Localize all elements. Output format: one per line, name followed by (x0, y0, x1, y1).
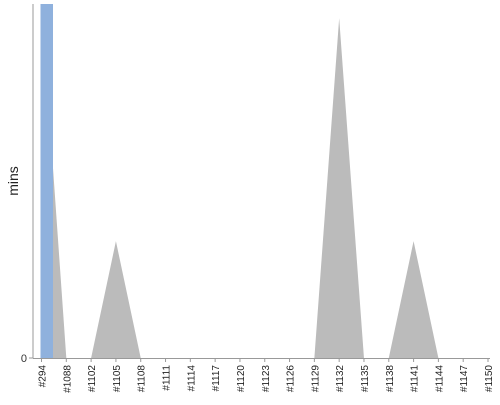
x-tick-label-1150[interactable]: #1150 (484, 365, 495, 393)
x-tick-label-1132[interactable]: #1132 (335, 365, 346, 393)
x-tick-label-1129[interactable]: #1129 (310, 365, 321, 393)
x-tick-label-1138[interactable]: #1138 (385, 365, 396, 393)
highlight-bar[interactable] (41, 4, 54, 358)
x-tick-label-1088[interactable]: #1088 (62, 365, 73, 393)
x-tick-label-294[interactable]: #294 (38, 365, 49, 388)
x-ticks: #294 #1088 #1102 #1105 #1108 #1111 #1114 #1117 #… (38, 358, 496, 393)
x-tick-label-1126[interactable]: #1126 (286, 365, 297, 393)
x-tick-label-1102[interactable]: #1102 (87, 365, 98, 393)
x-tick-label-1144[interactable]: #1144 (434, 365, 445, 393)
x-tick-label-1105[interactable]: #1105 (112, 365, 123, 393)
x-tick-label-1135[interactable]: #1135 (360, 365, 371, 393)
x-tick-label-1141[interactable]: #1141 (410, 365, 421, 393)
x-tick-label-1108[interactable]: #1108 (137, 365, 148, 393)
x-tick-label-1147[interactable]: #1147 (459, 365, 470, 393)
highlight-layer (41, 4, 54, 358)
y-ticks: 0 (21, 353, 33, 365)
x-tick-label-1114[interactable]: #1114 (186, 365, 197, 392)
y-tick-label: 0 (21, 353, 27, 365)
x-tick-label-1120[interactable]: #1120 (236, 365, 247, 393)
x-tick-label-1123[interactable]: #1123 (261, 365, 272, 393)
y-axis-label: mins (5, 166, 21, 196)
series-layer (41, 4, 488, 358)
series-area-0 (42, 4, 489, 358)
x-tick-label-1111[interactable]: #1111 (162, 365, 173, 391)
x-tick-label-1117[interactable]: #1117 (211, 365, 222, 392)
